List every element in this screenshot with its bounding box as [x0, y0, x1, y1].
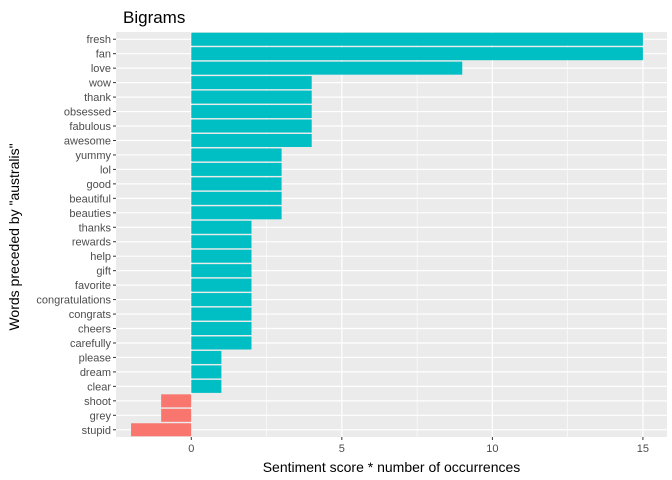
bar-cheers: [191, 322, 252, 336]
y-tick-label-yummy: yummy: [76, 150, 112, 162]
bar-stupid: [131, 423, 192, 437]
y-tick-label-rewards: rewards: [72, 237, 112, 249]
y-tick-label-awesome: awesome: [64, 135, 111, 147]
y-tick-label-clear: clear: [87, 381, 111, 393]
bar-wow: [191, 76, 312, 90]
x-tick-label: 5: [339, 443, 345, 455]
y-tick-label-good: good: [87, 179, 111, 191]
x-tick-label: 15: [637, 443, 649, 455]
y-tick-label-shoot: shoot: [84, 396, 111, 408]
y-tick-label-wow: wow: [88, 78, 111, 90]
bar-gift: [191, 264, 252, 278]
bar-obsessed: [191, 105, 312, 119]
x-tick-label: 0: [188, 443, 194, 455]
y-tick-label-congrats: congrats: [69, 309, 112, 321]
y-tick-label-carefully: carefully: [70, 338, 111, 350]
bar-fabulous: [191, 119, 312, 133]
y-tick-label-lol: lol: [100, 164, 111, 176]
bar-shoot: [161, 394, 192, 408]
bar-beauties: [191, 206, 282, 220]
bar-fresh: [191, 32, 643, 46]
x-tick-labels: 0 5 10 15: [188, 437, 649, 455]
y-tick-label-favorite: favorite: [75, 280, 111, 292]
x-tick-label: 10: [486, 443, 498, 455]
y-tick-label-help: help: [90, 251, 111, 263]
y-axis-label: Words preceded by "australis": [6, 143, 22, 330]
bar-please: [191, 350, 222, 364]
bars: [131, 32, 643, 437]
bar-love: [191, 61, 463, 75]
y-tick-label-grey: grey: [90, 410, 112, 422]
bar-grey: [161, 408, 192, 422]
bar-dream: [191, 365, 222, 379]
y-tick-label-obsessed: obsessed: [64, 107, 111, 119]
y-tick-label-fan: fan: [96, 49, 111, 61]
y-tick-labels: fresh fan love wow thank obsessed fabulous awes…: [36, 34, 116, 437]
y-tick-label-fresh: fresh: [87, 34, 111, 46]
y-tick-label-gift: gift: [96, 266, 111, 278]
y-tick-label-congratulations: congratulations: [36, 295, 111, 307]
y-tick-label-stupid: stupid: [82, 425, 111, 437]
bar-congratulations: [191, 293, 252, 307]
chart-title: Bigrams: [123, 8, 185, 27]
bar-congrats: [191, 307, 252, 321]
x-axis-label: Sentiment score * number of occurrences: [263, 459, 521, 475]
y-tick-label-thank: thank: [84, 92, 111, 104]
bar-favorite: [191, 278, 252, 292]
bar-clear: [191, 379, 222, 393]
bar-thanks: [191, 220, 252, 234]
y-tick-label-love: love: [91, 63, 111, 75]
bar-fan: [191, 47, 643, 61]
bar-thank: [191, 90, 312, 104]
y-tick-label-please: please: [79, 352, 111, 364]
y-tick-label-cheers: cheers: [78, 324, 112, 336]
bar-help: [191, 249, 252, 263]
bar-beautiful: [191, 191, 282, 205]
y-tick-label-fabulous: fabulous: [69, 121, 111, 133]
bar-yummy: [191, 148, 282, 162]
bar-good: [191, 177, 282, 191]
y-tick-label-beauties: beauties: [69, 208, 111, 220]
bar-carefully: [191, 336, 252, 350]
bar-rewards: [191, 235, 252, 249]
y-tick-label-beautiful: beautiful: [69, 193, 111, 205]
bar-lol: [191, 162, 282, 176]
y-tick-label-dream: dream: [80, 367, 111, 379]
bar-awesome: [191, 133, 312, 147]
y-tick-label-thanks: thanks: [79, 222, 112, 234]
